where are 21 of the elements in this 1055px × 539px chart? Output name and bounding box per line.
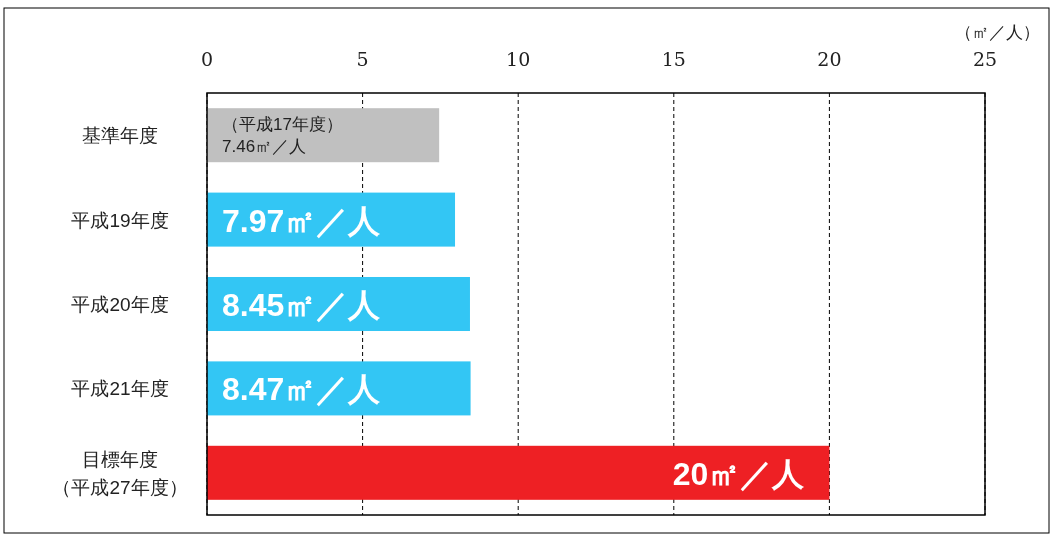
x-tick-label: 15 bbox=[661, 48, 686, 70]
data-label: （平成17年度） 7.46㎡／人 bbox=[222, 115, 343, 157]
x-tick-label: 25 bbox=[972, 48, 998, 70]
y-tick-label: 目標年度（平成27年度） bbox=[52, 448, 188, 498]
y-tick-label: 基準年度 bbox=[82, 125, 158, 147]
x-tick-label: 0 bbox=[200, 48, 214, 70]
y-tick-label: 平成19年度 bbox=[71, 209, 169, 231]
data-label: 20㎡／人 bbox=[672, 455, 806, 492]
x-tick-label: 10 bbox=[506, 48, 531, 70]
x-tick-label: 20 bbox=[817, 48, 842, 70]
data-label: 8.47㎡／人 bbox=[222, 371, 382, 408]
bar bbox=[207, 361, 471, 416]
bar bbox=[207, 445, 830, 500]
y-tick-label: 平成21年度 bbox=[71, 378, 169, 400]
x-tick-label: 5 bbox=[356, 48, 369, 70]
data-label: 7.97㎡／人 bbox=[222, 202, 382, 239]
bar bbox=[207, 108, 440, 163]
data-label: 8.45㎡／人 bbox=[222, 287, 382, 323]
bar bbox=[207, 192, 456, 247]
y-tick-label: 平成20年度 bbox=[71, 294, 169, 315]
x-axis-title: （㎡／人） bbox=[954, 23, 1040, 42]
